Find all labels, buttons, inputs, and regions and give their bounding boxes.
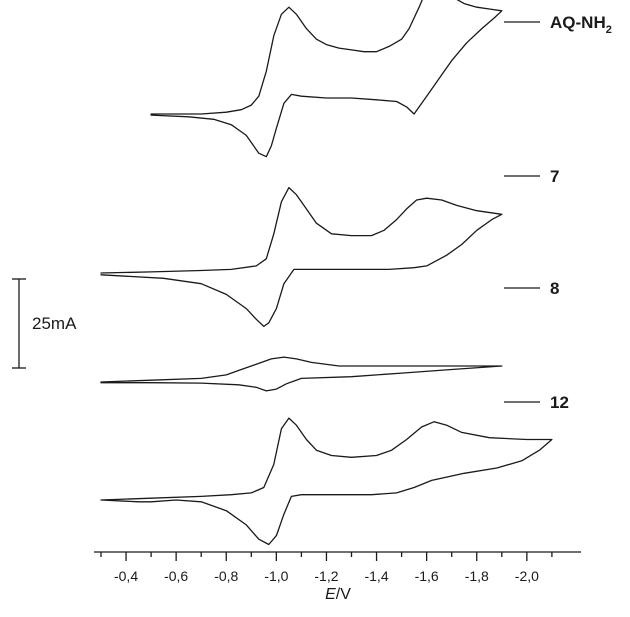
voltammogram-traces — [100, 0, 553, 546]
x-axis-title-unit: /V — [336, 586, 351, 603]
trace-1 — [150, 0, 503, 158]
x-axis: -0,4 -0,6 -0,8 -1,0 -1,2 -1,4 -1,6 -1,8 -2,0 E/V — [94, 551, 581, 603]
x-tick-label: -2,0 — [515, 568, 539, 584]
legend-label-4: 12 — [550, 393, 569, 412]
x-tick-label: -1,6 — [415, 568, 439, 584]
scale-bar: 25mA — [12, 278, 77, 369]
legend: AQ-NH2 7 8 12 — [504, 13, 612, 412]
x-tick-label: -1,4 — [364, 568, 388, 584]
x-axis-ticks — [100, 552, 553, 561]
x-tick-label: -1,2 — [314, 568, 338, 584]
scale-bar-label: 25mA — [32, 314, 77, 333]
x-tick-label: -1,0 — [264, 568, 288, 584]
legend-label-1: AQ-NH2 — [550, 13, 612, 36]
legend-label-2: 7 — [550, 167, 559, 186]
legend-label-3: 8 — [550, 279, 559, 298]
x-axis-title-italic: E — [325, 586, 336, 603]
x-tick-label: -1,8 — [465, 568, 489, 584]
x-tick-label: -0,4 — [114, 568, 138, 584]
x-tick-label: -0,8 — [214, 568, 238, 584]
trace-4 — [100, 417, 553, 546]
x-axis-tick-labels: -0,4 -0,6 -0,8 -1,0 -1,2 -1,4 -1,6 -1,8 -2,0 — [114, 568, 539, 584]
trace-2 — [100, 186, 503, 328]
trace-3 — [100, 356, 503, 392]
x-axis-title: E/V — [325, 586, 351, 603]
x-tick-label: -0,6 — [164, 568, 188, 584]
